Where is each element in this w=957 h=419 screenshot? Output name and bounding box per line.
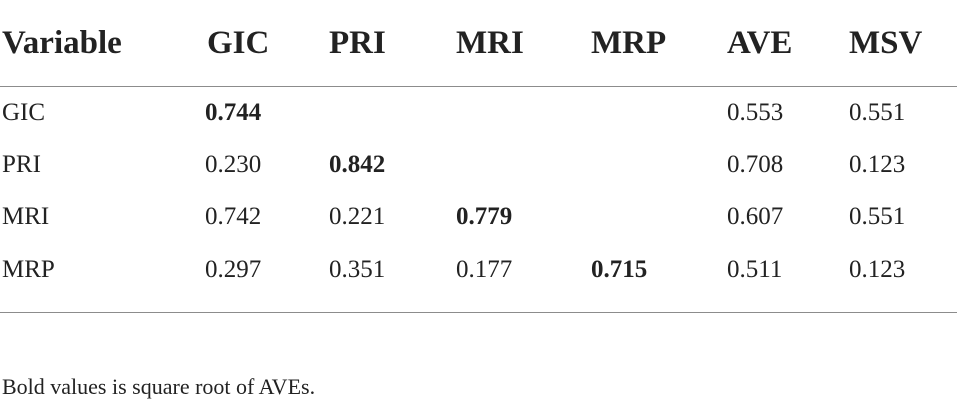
table-footnote: Bold values is square root of AVEs. — [2, 374, 316, 399]
table-body: GIC 0.744 0.553 0.551 PRI 0.230 0.842 0.… — [0, 87, 957, 297]
header-mri: MRI — [456, 0, 591, 87]
row-label: PRI — [2, 151, 41, 178]
table-cell: 0.842 — [329, 151, 386, 178]
table-cell — [456, 139, 591, 191]
table-cell: 0.708 — [727, 151, 784, 178]
header-variable: Variable — [0, 0, 205, 87]
table-row: MRP 0.297 0.351 0.177 0.715 0.511 0.123 — [0, 243, 957, 296]
header-pri: PRI — [329, 0, 456, 87]
correlation-table: Variable GIC PRI MRI MRP AVE MSV GIC 0.7… — [0, 0, 957, 297]
table-cell: 0.351 — [329, 255, 386, 283]
table-row: GIC 0.744 0.553 0.551 — [0, 87, 957, 140]
header-ave: AVE — [727, 0, 849, 87]
table-row: MRI 0.742 0.221 0.779 0.607 0.551 — [0, 191, 957, 243]
table-cell: 0.123 — [849, 255, 906, 283]
row-label: MRP — [2, 255, 55, 283]
table-cell: 0.607 — [727, 203, 784, 230]
table-cell — [329, 87, 456, 140]
table-cell — [591, 139, 727, 191]
table-cell: 0.779 — [456, 203, 513, 230]
table-cell: 0.715 — [591, 255, 648, 283]
table-header: Variable GIC PRI MRI MRP AVE MSV — [0, 0, 957, 87]
table-container: Variable GIC PRI MRI MRP AVE MSV GIC 0.7… — [0, 0, 957, 297]
table-cell: 0.744 — [205, 99, 262, 126]
header-msv: MSV — [849, 0, 957, 87]
table-cell: 0.221 — [329, 203, 386, 230]
table-cell — [456, 87, 591, 140]
header-row: Variable GIC PRI MRI MRP AVE MSV — [0, 0, 957, 87]
table-cell: 0.177 — [456, 255, 513, 283]
row-label: GIC — [2, 99, 46, 126]
table-cell: 0.551 — [849, 99, 906, 126]
table-cell: 0.297 — [205, 255, 262, 283]
table-cell: 0.551 — [849, 203, 906, 230]
table-cell: 0.553 — [727, 99, 784, 126]
table-cell: 0.123 — [849, 151, 906, 178]
table-cell: 0.511 — [727, 255, 783, 283]
table-bottom-rule — [0, 312, 957, 313]
table-cell: 0.742 — [205, 203, 262, 230]
table-cell: 0.230 — [205, 151, 262, 178]
table-cell — [591, 87, 727, 140]
table-cell — [591, 191, 727, 243]
header-gic: GIC — [205, 0, 329, 87]
header-mrp: MRP — [591, 0, 727, 87]
row-label: MRI — [2, 203, 50, 230]
table-row: PRI 0.230 0.842 0.708 0.123 — [0, 139, 957, 191]
